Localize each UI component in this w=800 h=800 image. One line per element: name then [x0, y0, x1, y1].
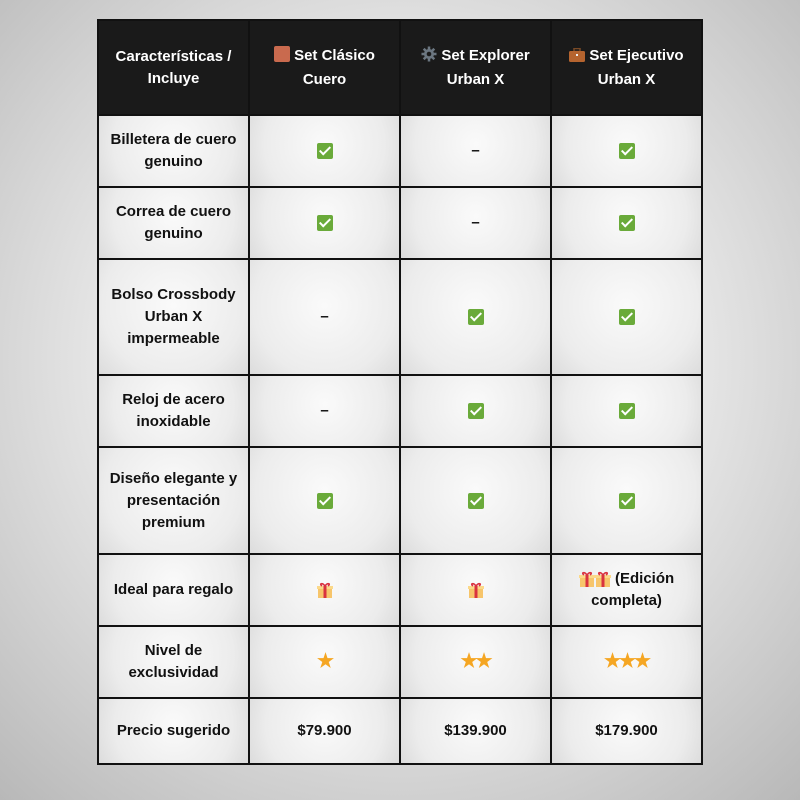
table-cell — [550, 258, 703, 376]
check-icon — [618, 492, 635, 509]
briefcase-icon — [569, 47, 586, 69]
dash: – — [471, 142, 480, 159]
comparison-table: Características / Incluye Set Clásico Cu… — [97, 19, 703, 765]
check-icon — [618, 143, 635, 160]
table-cell — [399, 446, 552, 555]
check-icon — [618, 215, 635, 232]
table-cell — [248, 553, 401, 627]
header-set-ejecutivo: Set Ejecutivo Urban X — [550, 19, 703, 116]
table-row: Nivel de exclusividad ★ ★★ ★★★ — [97, 625, 703, 699]
feature-label: Billetera de cuero genuino — [97, 114, 250, 188]
table-cell: $79.900 — [248, 697, 401, 765]
table-cell: – — [248, 374, 401, 448]
header-text: Set Clásico Cuero — [294, 46, 375, 88]
feature-text: Reloj de acero inoxidable — [122, 391, 225, 430]
dash: – — [320, 308, 329, 325]
check-icon — [467, 309, 484, 326]
table-cell — [248, 186, 401, 260]
feature-label: Correa de cuero genuino — [97, 186, 250, 260]
table-row: Bolso Crossbody Urban X impermeable – — [97, 258, 703, 376]
check-icon — [467, 492, 484, 509]
gift-icon — [578, 570, 611, 588]
check-icon — [316, 492, 333, 509]
table-cell — [248, 114, 401, 188]
table-cell: ★★ — [399, 625, 552, 699]
header-set-clasico: Set Clásico Cuero — [248, 19, 401, 116]
header-text: Set Ejecutivo Urban X — [589, 46, 684, 88]
dash: – — [471, 214, 480, 231]
star-rating: ★ — [316, 650, 334, 672]
feature-text: Nivel de exclusividad — [128, 642, 219, 681]
table-cell: – — [399, 114, 552, 188]
price: $79.900 — [297, 722, 352, 739]
table-cell — [550, 114, 703, 188]
table-cell — [248, 446, 401, 555]
table-cell — [550, 186, 703, 260]
check-icon — [618, 309, 635, 326]
header-features: Características / Incluye — [97, 19, 250, 116]
header-text: Características / Incluye — [115, 47, 232, 87]
feature-label: Bolso Crossbody Urban X impermeable — [97, 258, 250, 376]
gift-icon — [467, 581, 484, 599]
feature-text: Bolso Crossbody Urban X impermeable — [111, 286, 236, 347]
feature-text: Ideal para regalo — [113, 581, 234, 598]
table-cell — [399, 374, 552, 448]
feature-label: Precio sugerido — [97, 697, 250, 765]
gear-icon — [421, 46, 437, 69]
star-rating: ★★ — [460, 650, 492, 672]
table-row: Diseño elegante y presentación premium — [97, 446, 703, 555]
feature-text: Correa de cuero genuino — [115, 203, 232, 242]
feature-text: Diseño elegante y presentación premium — [109, 469, 238, 531]
header-text: Set Explorer Urban X — [441, 46, 530, 88]
table-cell: $179.900 — [550, 697, 703, 765]
table-cell — [550, 446, 703, 555]
edition-text: (Edición completa) — [591, 570, 675, 609]
table-row: Reloj de acero inoxidable – — [97, 374, 703, 448]
table-cell — [550, 374, 703, 448]
feature-label: Ideal para regalo — [97, 553, 250, 627]
feature-label: Reloj de acero inoxidable — [97, 374, 250, 448]
table-cell: (Edición completa) — [550, 553, 703, 627]
star-rating: ★★★ — [603, 650, 651, 672]
table-cell: $139.900 — [399, 697, 552, 765]
price: $179.900 — [595, 722, 658, 739]
feature-label: Diseño elegante y presentación premium — [97, 446, 250, 555]
table-cell: – — [399, 186, 552, 260]
brown-square-icon — [274, 45, 291, 69]
check-icon — [618, 403, 635, 420]
header-set-explorer: Set Explorer Urban X — [399, 19, 552, 116]
feature-text: Billetera de cuero genuino — [110, 131, 237, 170]
table-cell: ★★★ — [550, 625, 703, 699]
check-icon — [316, 143, 333, 160]
gift-icon — [316, 581, 333, 599]
feature-text: Precio sugerido — [116, 722, 231, 739]
table-row: Ideal para regalo (Edición completa) — [97, 553, 703, 627]
dash: – — [320, 402, 329, 419]
check-icon — [316, 215, 333, 232]
table-cell — [399, 258, 552, 376]
table-row: Billetera de cuero genuino – — [97, 114, 703, 188]
table-row: Correa de cuero genuino – — [97, 186, 703, 260]
table-row: Precio sugerido $79.900 $139.900 $179.900 — [97, 697, 703, 765]
feature-label: Nivel de exclusividad — [97, 625, 250, 699]
table-cell: – — [248, 258, 401, 376]
check-icon — [467, 403, 484, 420]
table-cell — [399, 553, 552, 627]
price: $139.900 — [444, 722, 507, 739]
table-cell: ★ — [248, 625, 401, 699]
